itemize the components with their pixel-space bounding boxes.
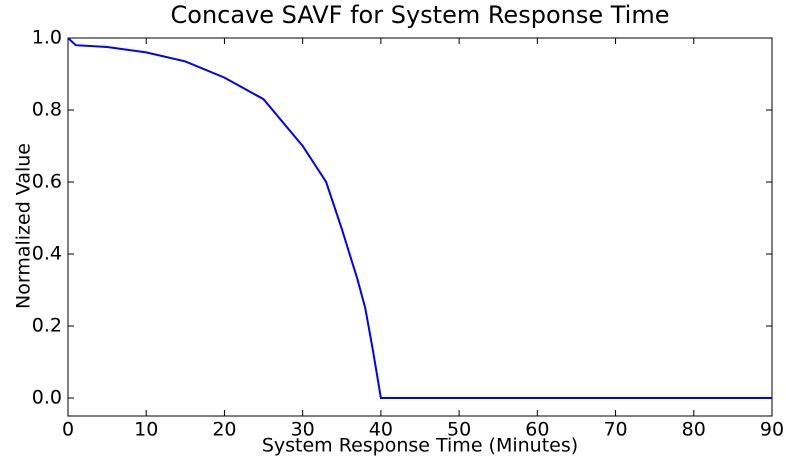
chart-title: Concave SAVF for System Response Time (171, 1, 670, 29)
x-tick-label: 40 (369, 419, 393, 441)
x-tick-label: 80 (682, 419, 706, 441)
x-tick-label: 30 (291, 419, 315, 441)
x-tick-label: 60 (525, 419, 549, 441)
y-tick-label: 0.2 (32, 315, 62, 337)
x-tick-label: 90 (760, 419, 784, 441)
x-tick-label: 10 (134, 419, 158, 441)
y-tick-label: 1.0 (32, 27, 62, 49)
y-tick-label: 0.8 (32, 99, 62, 121)
y-tick-label: 0.0 (32, 387, 62, 409)
x-tick-label: 0 (62, 419, 74, 441)
x-axis-label: System Response Time (Minutes) (262, 435, 578, 457)
y-tick-label: 0.4 (32, 243, 62, 265)
y-tick-label: 0.6 (32, 171, 62, 193)
x-tick-label: 70 (603, 419, 627, 441)
line (67, 37, 772, 399)
y-axis-label: Normalized Value (13, 143, 35, 309)
x-tick-label: 50 (447, 419, 471, 441)
plot-frame (67, 37, 773, 417)
x-tick-label: 20 (212, 419, 236, 441)
